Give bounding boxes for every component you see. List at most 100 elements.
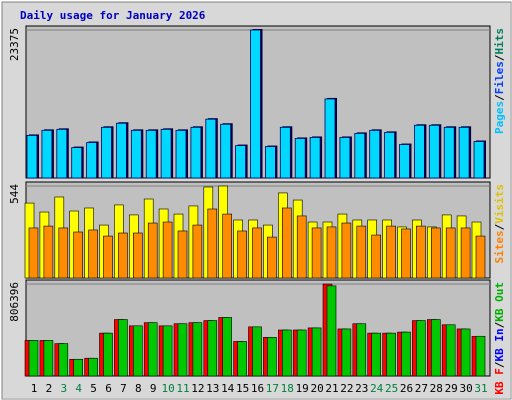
x-tick-label: 15 <box>236 382 249 395</box>
y-tick-label: 23375 <box>8 28 21 61</box>
bar <box>356 323 367 377</box>
bar <box>430 227 441 279</box>
x-tick-label: 4 <box>75 382 82 395</box>
bar <box>475 235 486 279</box>
legend-entry: KB F <box>493 368 506 395</box>
bar <box>339 137 351 179</box>
y-tick-label: 544 <box>8 184 21 204</box>
bar <box>309 137 321 179</box>
bar <box>356 225 367 279</box>
bar <box>460 328 471 377</box>
bar <box>205 118 217 179</box>
bar <box>103 235 113 279</box>
bar <box>445 324 456 377</box>
x-tick-label: 7 <box>120 382 127 395</box>
bar <box>58 343 69 377</box>
bar <box>118 319 128 377</box>
bar <box>73 358 83 377</box>
bar <box>250 29 261 179</box>
bar <box>58 227 69 279</box>
bar <box>267 236 277 279</box>
x-tick-label: 31 <box>474 382 487 395</box>
bar <box>354 132 366 179</box>
legend-entry: Pages <box>493 101 506 134</box>
bar <box>133 232 143 279</box>
bar <box>160 128 172 179</box>
x-tick-label: 21 <box>325 382 338 395</box>
bar <box>192 322 203 377</box>
bar <box>28 340 39 377</box>
x-tick-label: 28 <box>430 382 443 395</box>
legend-separator: / <box>493 223 506 230</box>
bar <box>401 331 411 377</box>
bar <box>56 128 68 179</box>
bar <box>73 231 83 279</box>
bar <box>326 285 337 377</box>
bar <box>416 320 426 377</box>
x-tick-label: 22 <box>340 382 353 395</box>
legend-entry: Sites <box>493 230 506 263</box>
bar <box>386 332 396 377</box>
x-tick-label: 9 <box>150 382 157 395</box>
bar <box>222 317 232 377</box>
legend-entry: Visits <box>493 184 506 224</box>
bar <box>264 146 276 179</box>
x-tick-label: 3 <box>60 382 67 395</box>
bar <box>177 323 188 377</box>
bar <box>222 213 232 279</box>
x-tick-label: 13 <box>206 382 219 395</box>
bar <box>296 215 307 279</box>
bar <box>252 326 262 377</box>
legend-separator: / <box>493 361 506 368</box>
bar <box>281 329 292 377</box>
bar <box>43 225 54 279</box>
bar <box>130 129 142 179</box>
chart-title: Daily usage for January 2026 <box>20 9 206 22</box>
x-tick-label: 24 <box>370 382 384 395</box>
bar <box>386 225 396 279</box>
bar <box>326 226 337 279</box>
bar <box>281 207 292 279</box>
bar <box>145 129 157 179</box>
bar <box>147 222 158 279</box>
bar <box>296 329 307 377</box>
bar <box>371 234 382 279</box>
bar <box>413 124 425 179</box>
x-tick-label: 1 <box>31 382 38 395</box>
bar <box>445 227 456 279</box>
bar <box>220 123 232 179</box>
bar <box>294 138 306 179</box>
legend: Sites/Visits <box>493 184 506 264</box>
legend-entry: KB Out <box>493 282 506 322</box>
bar <box>177 230 188 279</box>
x-tick-label: 30 <box>459 382 472 395</box>
bar <box>41 129 53 179</box>
x-tick-label: 5 <box>90 382 97 395</box>
x-tick-label: 14 <box>221 382 235 395</box>
y-tick-label: 806396 <box>8 282 21 322</box>
bar <box>311 327 322 377</box>
bar <box>324 98 336 179</box>
bar <box>162 325 173 377</box>
x-tick-label: 26 <box>400 382 413 395</box>
x-tick-label: 16 <box>251 382 264 395</box>
x-tick-label: 18 <box>281 382 294 395</box>
bar <box>103 332 113 377</box>
bar <box>237 230 247 279</box>
bar <box>458 126 470 179</box>
legend-separator: / <box>493 321 506 328</box>
bar <box>118 232 128 279</box>
legend-entry: Files <box>493 61 506 94</box>
bar <box>416 225 426 279</box>
x-tick-label: 2 <box>46 382 53 395</box>
bar <box>28 227 39 279</box>
x-tick-label: 25 <box>385 382 398 395</box>
bar <box>86 142 97 179</box>
bar <box>252 227 262 279</box>
bar <box>401 228 411 279</box>
x-tick-label: 19 <box>296 382 309 395</box>
bar <box>311 227 322 279</box>
bar <box>369 129 381 179</box>
bar <box>399 144 410 179</box>
